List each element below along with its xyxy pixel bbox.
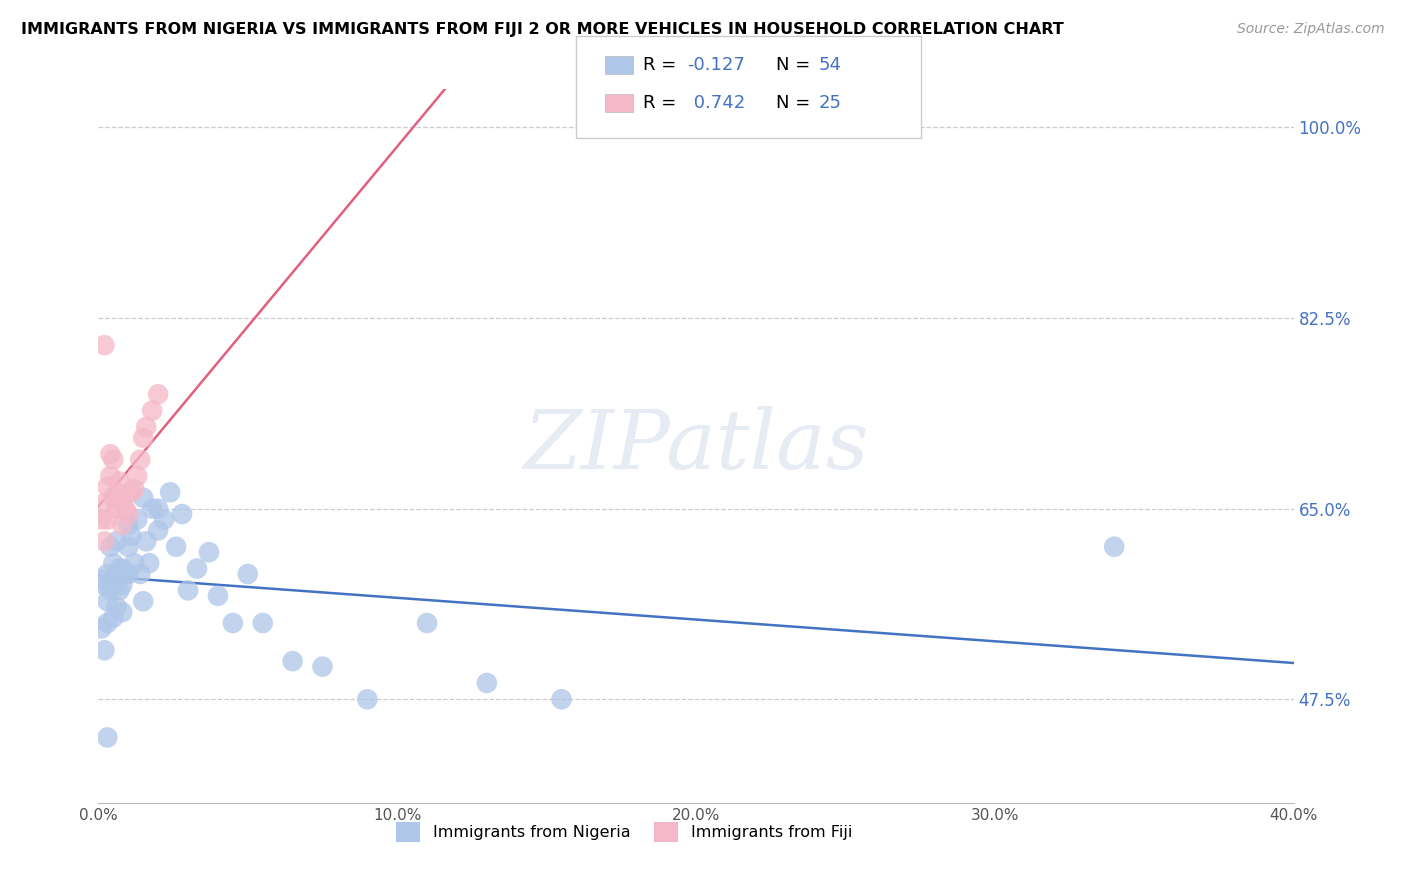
Point xyxy=(550,692,572,706)
Point xyxy=(105,501,128,516)
Point xyxy=(475,676,498,690)
Point xyxy=(96,567,118,582)
Point xyxy=(93,534,115,549)
Point xyxy=(114,567,136,582)
Point xyxy=(117,567,139,582)
Text: R =: R = xyxy=(643,56,682,74)
Point xyxy=(98,540,122,554)
Point xyxy=(90,573,112,587)
Point xyxy=(165,540,187,554)
Point xyxy=(138,556,160,570)
Point xyxy=(117,518,139,533)
Text: Source: ZipAtlas.com: Source: ZipAtlas.com xyxy=(1237,22,1385,37)
Point xyxy=(148,524,170,538)
Point xyxy=(111,518,134,533)
Point xyxy=(103,452,125,467)
Point xyxy=(103,491,125,505)
Point xyxy=(93,496,115,510)
Text: IMMIGRANTS FROM NIGERIA VS IMMIGRANTS FROM FIJI 2 OR MORE VEHICLES IN HOUSEHOLD : IMMIGRANTS FROM NIGERIA VS IMMIGRANTS FR… xyxy=(21,22,1064,37)
Point xyxy=(141,501,163,516)
Point xyxy=(252,615,274,630)
Text: 0.742: 0.742 xyxy=(688,94,745,112)
Text: N =: N = xyxy=(776,56,815,74)
Point xyxy=(108,583,131,598)
Point xyxy=(198,545,221,559)
Point xyxy=(90,512,112,526)
Point xyxy=(103,556,125,570)
Text: N =: N = xyxy=(776,94,815,112)
Point xyxy=(1104,540,1126,554)
Point xyxy=(132,431,155,445)
Point xyxy=(96,480,118,494)
Point xyxy=(124,482,146,496)
Point xyxy=(129,567,152,582)
Point xyxy=(159,485,181,500)
Point xyxy=(129,452,152,467)
Point xyxy=(132,491,155,505)
Point xyxy=(103,610,125,624)
Point xyxy=(127,469,149,483)
Point xyxy=(105,534,128,549)
Text: 25: 25 xyxy=(818,94,841,112)
Point xyxy=(105,567,128,582)
Point xyxy=(103,578,125,592)
Point xyxy=(111,496,134,510)
Text: R =: R = xyxy=(643,94,682,112)
Point xyxy=(124,556,146,570)
Point xyxy=(148,501,170,516)
Point xyxy=(93,578,115,592)
Point xyxy=(172,507,194,521)
Point xyxy=(236,567,259,582)
Point xyxy=(108,475,131,489)
Point xyxy=(153,512,176,526)
Point xyxy=(117,540,139,554)
Point xyxy=(141,403,163,417)
Point xyxy=(111,561,134,575)
Point xyxy=(416,615,439,630)
Point xyxy=(177,583,200,598)
Text: ZIPatlas: ZIPatlas xyxy=(523,406,869,486)
Legend: Immigrants from Nigeria, Immigrants from Fiji: Immigrants from Nigeria, Immigrants from… xyxy=(389,816,859,848)
Point xyxy=(98,583,122,598)
Point xyxy=(108,561,131,575)
Point xyxy=(127,512,149,526)
Point xyxy=(98,469,122,483)
Point xyxy=(186,561,208,575)
Point xyxy=(114,501,136,516)
Point xyxy=(105,485,128,500)
Point xyxy=(111,578,134,592)
Point xyxy=(98,447,122,461)
Point xyxy=(117,507,139,521)
Point xyxy=(132,594,155,608)
Point xyxy=(135,534,157,549)
Point xyxy=(311,659,333,673)
Point xyxy=(120,529,142,543)
Text: -0.127: -0.127 xyxy=(688,56,745,74)
Point xyxy=(93,643,115,657)
Point xyxy=(111,605,134,619)
Point xyxy=(96,594,118,608)
Text: 54: 54 xyxy=(818,56,841,74)
Point xyxy=(148,387,170,401)
Point xyxy=(96,512,118,526)
Point xyxy=(93,338,115,352)
Point xyxy=(356,692,378,706)
Point xyxy=(96,731,118,745)
Point xyxy=(222,615,245,630)
Point xyxy=(90,622,112,636)
Point xyxy=(135,420,157,434)
Point xyxy=(105,599,128,614)
Point xyxy=(96,615,118,630)
Point xyxy=(207,589,229,603)
Point xyxy=(120,485,142,500)
Point xyxy=(281,654,304,668)
